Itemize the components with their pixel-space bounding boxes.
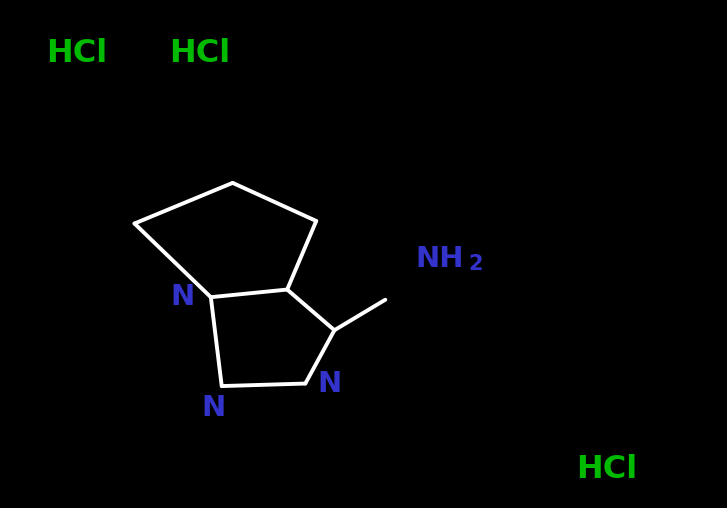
Text: HCl: HCl bbox=[46, 38, 107, 69]
Text: N: N bbox=[317, 369, 341, 398]
Text: 2: 2 bbox=[468, 254, 483, 274]
Text: NH: NH bbox=[416, 245, 465, 273]
Text: N: N bbox=[171, 283, 195, 311]
Text: N: N bbox=[201, 394, 225, 422]
Text: HCl: HCl bbox=[169, 38, 230, 69]
Text: HCl: HCl bbox=[577, 454, 638, 486]
